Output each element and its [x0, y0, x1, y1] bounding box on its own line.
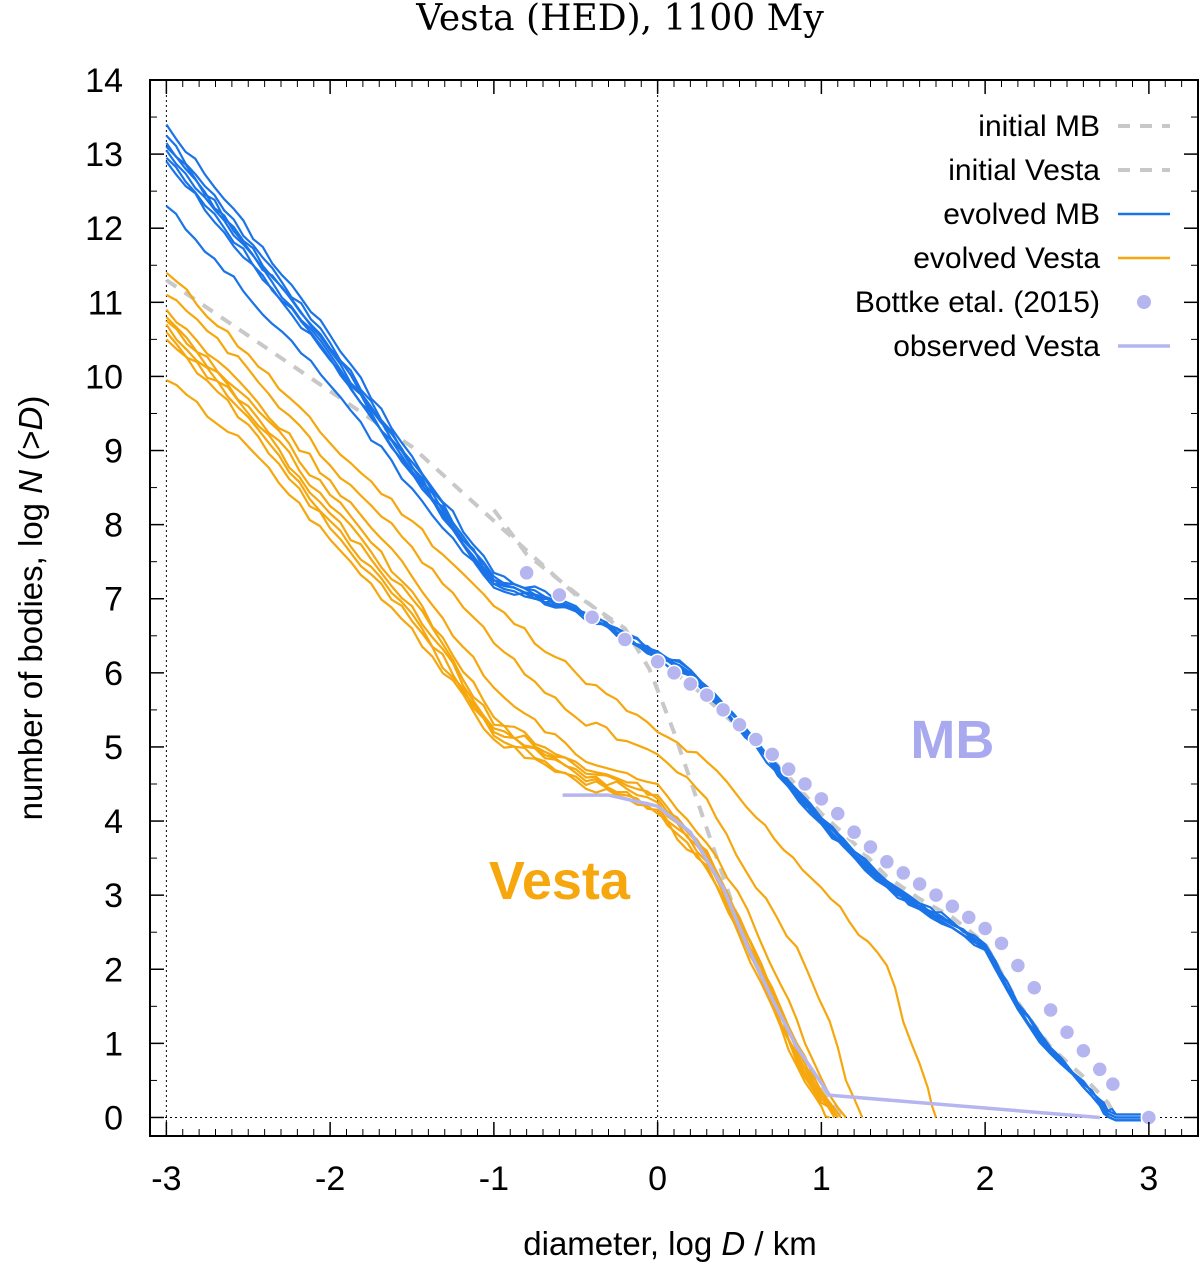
- bottke-data-point: [682, 675, 699, 693]
- x-tick-label: 3: [1139, 1160, 1158, 1198]
- bottke-data-point: [1058, 1024, 1076, 1041]
- bottke-data-point: [862, 838, 879, 856]
- bottke-data-point: [1042, 1001, 1059, 1019]
- bottke-data-point: [845, 823, 863, 841]
- series-evolved-mb-run: [165, 134, 1141, 1119]
- bottke-data-point: [829, 805, 846, 822]
- bottke-data-point: [551, 586, 568, 604]
- y-tick-label: 1: [104, 1025, 123, 1063]
- bottke-data-point: [813, 790, 830, 808]
- x-tick-label: -2: [315, 1160, 345, 1198]
- y-tick-label: 6: [104, 655, 123, 693]
- series-layer: [165, 123, 1158, 1126]
- y-tick-label: 11: [88, 284, 123, 322]
- axis-label-part: diameter, log: [523, 1225, 721, 1262]
- bottke-data-point: [993, 935, 1010, 952]
- y-tick-label: 10: [85, 358, 123, 396]
- bottke-data-point: [911, 875, 928, 893]
- legend-label-bottke: Bottke etal. (2015): [855, 286, 1100, 319]
- annotations: MB Vesta: [489, 710, 995, 911]
- series-observed-vesta: [562, 793, 1100, 1120]
- bottke-data-point: [649, 653, 666, 670]
- region-label-vesta: Vesta: [489, 851, 631, 911]
- axis-label-variable: N: [12, 470, 49, 494]
- y-tick-label: 13: [85, 136, 123, 174]
- axis-label-variable: D: [721, 1225, 745, 1262]
- bottke-data-point: [698, 686, 715, 704]
- plot-frame: [149, 79, 1199, 1137]
- bottke-data-point: [665, 664, 683, 682]
- x-axis-label: diameter, log D / km: [523, 1225, 816, 1262]
- bottke-data-point: [780, 760, 797, 778]
- y-tick-label: 4: [104, 803, 123, 841]
- x-tick-label: 0: [648, 1160, 667, 1198]
- series-evolved-vesta-run: [165, 319, 839, 1119]
- axis-label-part: (>: [12, 431, 49, 470]
- series-evolved-vesta-run: [165, 293, 864, 1118]
- axis-label-variable: D: [12, 407, 49, 431]
- bottke-data-point: [927, 886, 945, 904]
- series-initial-vesta: [165, 278, 848, 1119]
- series-evolved-vesta-run: [165, 309, 847, 1119]
- legend-label-evolved_vesta: evolved Vesta: [913, 242, 1100, 275]
- x-tick-label: -1: [479, 1160, 509, 1198]
- y-tick-label: 14: [85, 62, 123, 100]
- bottke-data-point: [731, 716, 748, 733]
- bottke-data-point: [714, 701, 732, 719]
- y-tick-label: 9: [104, 433, 123, 471]
- axis-label-part: number of bodies, log: [12, 494, 49, 821]
- y-tick-label: 0: [104, 1099, 123, 1137]
- series-evolved-vesta-run: [165, 379, 830, 1119]
- y-tick-label: 12: [85, 210, 123, 248]
- axis-ticks: [149, 79, 1199, 1136]
- bottke-data-point: [747, 731, 765, 748]
- x-tick-label: -3: [151, 1160, 181, 1198]
- y-tick-label: 2: [104, 951, 123, 989]
- bottke-data-point: [976, 920, 994, 937]
- y-tick-label: 5: [104, 729, 123, 767]
- legend: initial MB initial Vesta evolved MB evolved…: [855, 110, 1170, 363]
- bottke-data-point: [1104, 1075, 1122, 1093]
- legend-label-evolved_mb: evolved MB: [943, 198, 1100, 231]
- bottke-data-point: [518, 564, 535, 582]
- legend-swatch-bottke: [1137, 295, 1151, 309]
- y-tick-label: 3: [104, 877, 123, 915]
- reference-lines: [150, 80, 1198, 1136]
- region-label-mb: MB: [910, 710, 994, 770]
- bottke-data-point: [796, 775, 814, 793]
- x-tick-label: 2: [976, 1160, 995, 1198]
- y-axis-label: number of bodies, log N (>D): [12, 396, 49, 821]
- chart-title: Vesta (HED), 1100 My: [415, 0, 824, 39]
- legend-label-observed: observed Vesta: [893, 330, 1100, 363]
- bottke-data-point: [1091, 1061, 1108, 1078]
- bottke-data-point: [1009, 957, 1027, 974]
- legend-label-initial_vesta: initial Vesta: [948, 154, 1100, 187]
- bottke-data-point: [944, 898, 961, 915]
- bottke-data-point: [616, 631, 634, 648]
- bottke-data-point: [764, 746, 781, 763]
- y-tick-label: 8: [104, 507, 123, 545]
- axis-label-part: ): [12, 396, 49, 407]
- series-evolved-vesta-run: [165, 271, 938, 1118]
- bottke-data-point: [960, 909, 977, 926]
- bottke-data-point: [1026, 979, 1043, 997]
- legend-label-initial_mb: initial MB: [978, 110, 1100, 143]
- series-evolved-mb-run: [165, 205, 1141, 1119]
- y-tick-label: 7: [104, 581, 123, 619]
- axis-label-part: / km: [745, 1225, 817, 1262]
- bottke-data-point: [895, 864, 912, 882]
- series-initial-mb: [492, 508, 1118, 1119]
- bottke-data-point: [878, 853, 896, 871]
- bottke-data-point: [583, 609, 601, 626]
- x-tick-label: 1: [812, 1160, 831, 1198]
- bottke-data-point: [1075, 1042, 1092, 1060]
